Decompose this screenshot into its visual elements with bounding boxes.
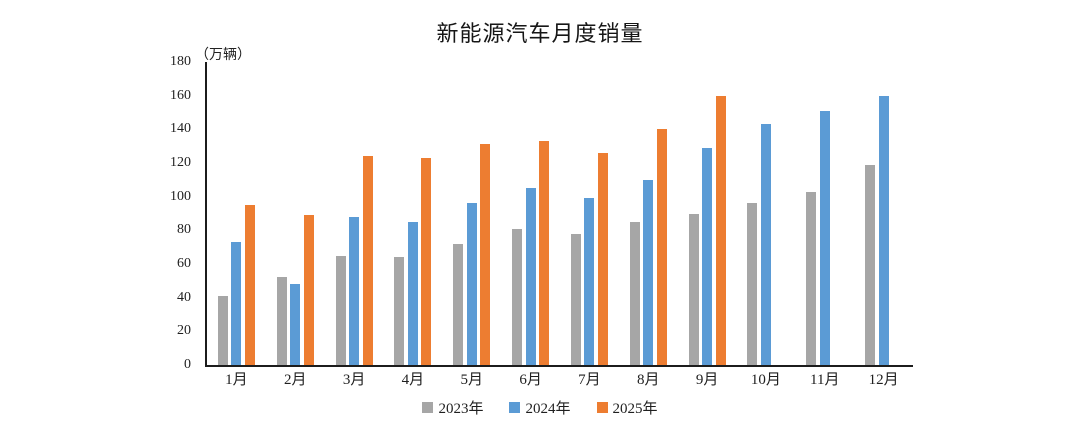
- bar-2024年-11月: [819, 110, 830, 365]
- x-axis-tick-label: 2月: [283, 372, 307, 388]
- y-axis-unit-label: （万辆）: [195, 48, 251, 63]
- y-axis-tick-label: 80: [177, 222, 191, 238]
- x-axis-tick-label: 10月: [750, 372, 781, 388]
- y-axis-tick-label: 40: [177, 289, 191, 305]
- x-axis-tick-label: 4月: [401, 372, 425, 388]
- bar-2023年-10月: [747, 203, 758, 365]
- bar-2023年-2月: [276, 277, 287, 365]
- x-axis-tick-label: 6月: [519, 372, 542, 388]
- bar-2024年-3月: [349, 216, 360, 365]
- legend: 2023年 2024年 2025年: [0, 396, 1080, 418]
- x-axis-tick-label: 12月: [868, 372, 899, 388]
- bar-2023年-12月: [865, 164, 876, 365]
- bar-2023年-4月: [394, 257, 405, 365]
- plot-area: 0 20 40 60 80 100 120 140 160 180 1月 2月 3月 4月 5月 6月 7月 8月…: [170, 55, 913, 388]
- bar-2025年-8月: [656, 129, 667, 365]
- legend-item-2025年: 2025年: [596, 397, 658, 418]
- bar-2024年-6月: [525, 188, 536, 365]
- bar-2024年-1月: [231, 242, 242, 365]
- bar-2023年-9月: [688, 213, 699, 365]
- bar-2023年-11月: [806, 191, 817, 365]
- legend-label: 2024年: [525, 400, 571, 417]
- y-axis-tick-label: 120: [170, 155, 191, 170]
- bar-2024年-4月: [407, 221, 418, 365]
- chart-title: 新能源汽车月度销量: [436, 21, 644, 46]
- bar-2024年-7月: [584, 198, 595, 365]
- bar-2023年-5月: [453, 243, 464, 365]
- bar-2024年-8月: [643, 179, 654, 365]
- legend-marker-icon: [509, 401, 521, 413]
- x-axis-tick-label: 11月: [810, 372, 840, 388]
- bar-2025年-3月: [362, 156, 373, 365]
- legend-marker-icon: [422, 401, 434, 413]
- legend-item-2024年: 2024年: [509, 397, 571, 418]
- bar-2024年-10月: [760, 124, 771, 365]
- x-axis-tick-label: 5月: [460, 372, 483, 388]
- bar-2023年-8月: [629, 221, 640, 365]
- bar-2025年-9月: [715, 95, 726, 365]
- bar-2024年-5月: [466, 203, 477, 365]
- y-axis-tick-label: 180: [170, 54, 191, 69]
- legend-marker-icon: [596, 401, 608, 413]
- bar-2025年-2月: [303, 215, 314, 365]
- x-axis-tick-label: 1月: [225, 372, 248, 388]
- bar-2025年-4月: [421, 157, 432, 365]
- bar-2024年-2月: [290, 284, 301, 365]
- bar-2023年-7月: [570, 233, 581, 365]
- x-axis-tick-label: 7月: [578, 372, 601, 388]
- x-axis-tick-label: 3月: [342, 372, 366, 388]
- bar-2025年-1月: [244, 205, 255, 365]
- x-axis-tick-label: 9月: [695, 372, 719, 388]
- y-axis-tick-label: 20: [177, 323, 191, 339]
- y-axis-tick-label: 100: [170, 188, 191, 204]
- bar-2025年-6月: [539, 141, 550, 365]
- bar-2023年-1月: [217, 295, 228, 365]
- bar-2024年-12月: [878, 95, 889, 365]
- bar-2025年-7月: [597, 152, 608, 365]
- bar-2023年-6月: [512, 228, 523, 365]
- bar-2025年-5月: [480, 144, 491, 365]
- legend-label: 2023年: [438, 400, 484, 417]
- bar-2023年-3月: [335, 255, 346, 365]
- x-axis-tick-label: 8月: [636, 372, 660, 388]
- y-axis-tick-label: 140: [170, 121, 191, 137]
- legend-item-2023年: 2023年: [422, 397, 483, 418]
- bar-2024年-9月: [702, 147, 713, 365]
- y-axis-tick-label: 160: [170, 87, 191, 103]
- legend-label: 2025年: [612, 400, 658, 417]
- y-axis-tick-label: 0: [184, 357, 191, 372]
- y-axis-tick-label: 60: [177, 256, 191, 271]
